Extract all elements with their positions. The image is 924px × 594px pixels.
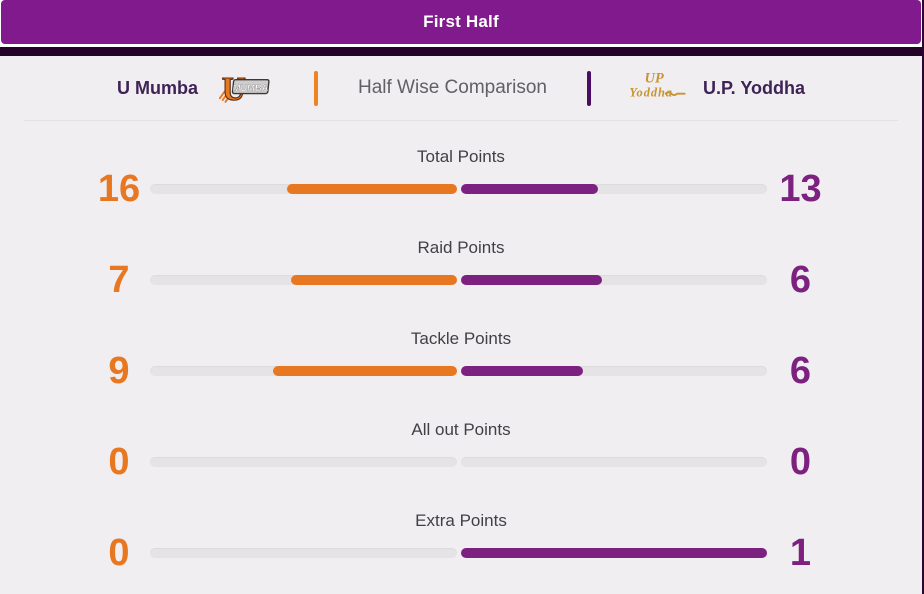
bar-track [150,548,767,558]
bar-line: 9 6 [0,352,922,390]
right-value: 13 [779,168,822,210]
left-value: 0 [108,441,130,483]
bar-track-right [460,457,767,467]
stat-label: Total Points [417,147,505,166]
bar-track-left [150,275,457,285]
right-value: 6 [789,259,812,301]
team-right-name: U.P. Yoddha [702,77,806,98]
right-value: 1 [789,532,812,574]
left-bar-fill [272,366,457,376]
stat-label: Raid Points [417,238,505,257]
banner-wrap: First Half [0,0,922,47]
banner-title: First Half [423,12,499,31]
stats-list: Total Points 16 13 Raid Points 7 [0,121,922,572]
bar-track [150,184,767,194]
bar-track-left [150,366,457,376]
bar-track-left [150,548,457,558]
stat-row: Raid Points 7 6 [0,238,922,299]
left-value: 7 [108,259,130,301]
right-value: 6 [789,350,812,392]
header-divider-right [586,70,591,106]
stat-label: All out Points [411,420,511,439]
comparison-title: Half Wise Comparison [357,77,547,98]
right-bar-fill [460,366,584,376]
stat-row: Total Points 16 13 [0,147,922,208]
yoddha-logo-line2: Yoddha [629,86,673,100]
bar-track-left [150,457,457,467]
stat-label: Extra Points [415,511,507,530]
bar-line: 7 6 [0,261,922,299]
bar-track-right [460,275,767,285]
header-underline [24,120,898,121]
bar-line: 0 0 [0,443,922,481]
right-value: 0 [789,441,812,483]
bar-track [150,275,767,285]
yoddha-logo-line1: UP [645,70,664,86]
bar-track [150,366,767,376]
stat-label: Tackle Points [410,329,512,348]
left-value: 0 [108,532,130,574]
bar-track-right [460,184,767,194]
team-left-name: U Mumba [116,77,198,98]
dark-strip [0,47,922,56]
right-bar-fill [460,275,602,285]
bar-line: 0 1 [0,534,922,572]
left-bar-fill [287,184,457,194]
right-bar-fill [460,184,598,194]
mumba-logo-word: MUMBA [232,83,269,93]
stat-row: Extra Points 0 1 [0,511,922,572]
left-value: 16 [97,168,141,210]
bar-track-left [150,184,457,194]
bar-line: 16 13 [0,170,922,208]
stat-row: All out Points 0 0 [0,420,922,481]
stat-row: Tackle Points 9 6 [0,329,922,390]
bar-track [150,457,767,467]
bar-track-right [460,548,767,558]
first-half-banner[interactable]: First Half [1,0,921,44]
up-yoddha-logo: UP Yoddha [627,68,689,108]
left-value: 9 [108,350,130,392]
u-mumba-logo: U MUMBA [218,69,270,107]
right-bar-fill [460,548,767,558]
header-divider-left [313,70,318,106]
left-bar-fill [291,275,457,285]
bar-track-right [460,366,767,376]
comparison-header: U Mumba U MUMBA Half Wise Comparison UP … [0,56,922,120]
